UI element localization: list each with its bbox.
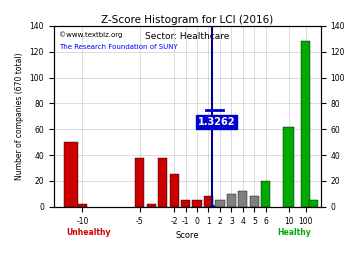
Text: 1.3262: 1.3262 — [198, 117, 235, 127]
X-axis label: Score: Score — [175, 231, 199, 240]
Bar — [301, 41, 310, 207]
Bar — [64, 142, 78, 207]
Bar — [78, 204, 87, 207]
Bar — [309, 200, 319, 207]
Bar — [250, 197, 259, 207]
Text: Unhealthy: Unhealthy — [66, 228, 111, 237]
Title: Z-Score Histogram for LCI (2016): Z-Score Histogram for LCI (2016) — [101, 15, 273, 25]
Text: The Research Foundation of SUNY: The Research Foundation of SUNY — [59, 44, 178, 50]
Bar — [147, 204, 156, 207]
Bar — [261, 181, 270, 207]
Bar — [238, 191, 247, 207]
Bar — [135, 158, 144, 207]
Text: Sector: Healthcare: Sector: Healthcare — [145, 32, 229, 41]
Bar — [283, 127, 294, 207]
Text: Healthy: Healthy — [278, 228, 311, 237]
Bar — [215, 200, 225, 207]
Bar — [170, 174, 179, 207]
Text: ©www.textbiz.org: ©www.textbiz.org — [59, 31, 122, 38]
Bar — [193, 200, 202, 207]
Bar — [227, 194, 236, 207]
Bar — [204, 197, 213, 207]
Bar — [181, 200, 190, 207]
Y-axis label: Number of companies (670 total): Number of companies (670 total) — [15, 52, 24, 180]
Bar — [158, 158, 167, 207]
